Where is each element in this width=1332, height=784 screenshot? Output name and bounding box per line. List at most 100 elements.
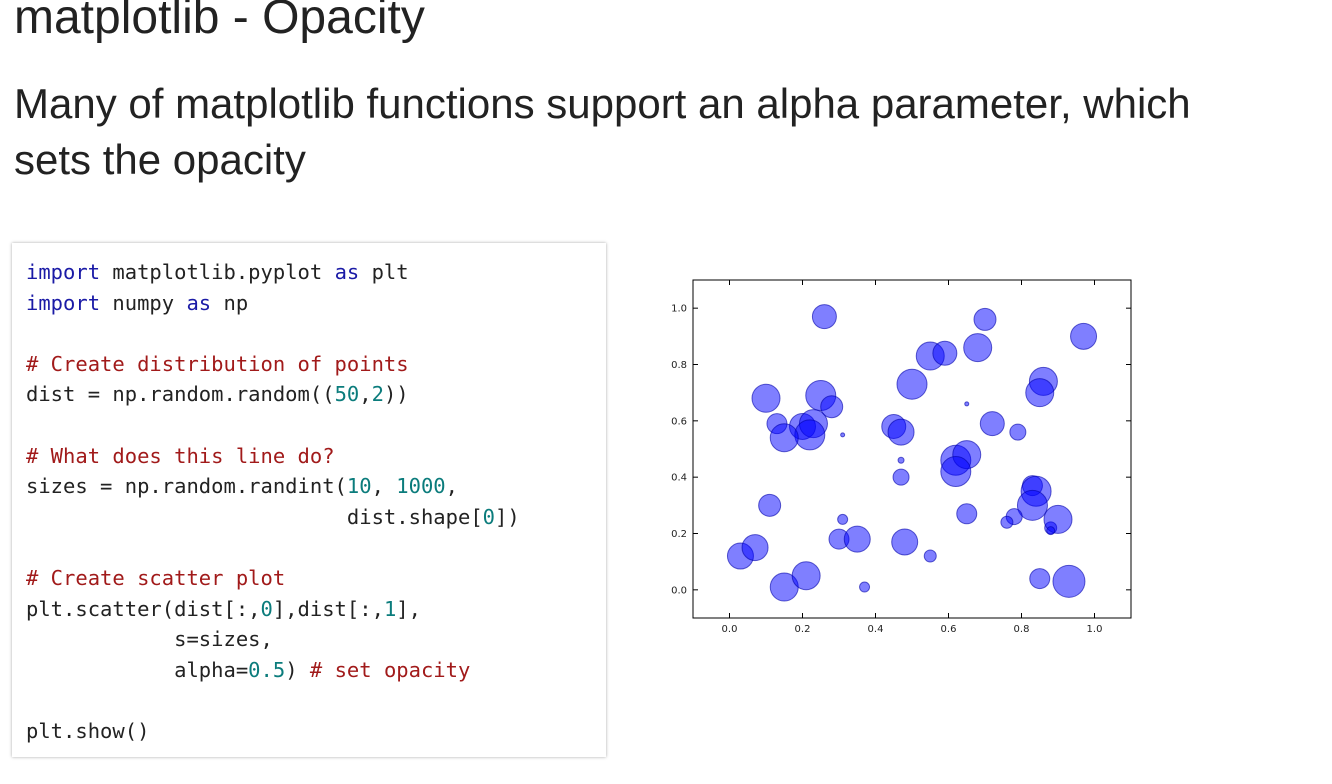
code-line: alpha=0.5) # set opacity bbox=[26, 655, 606, 686]
scatter-point bbox=[1046, 526, 1056, 536]
code-number: 2 bbox=[371, 382, 384, 407]
scatter-chart: 0.0 0.2 0.4 0.6 0.8 1.0 0.0 0.2 0.4 0.6 0.8 1.0 bbox=[671, 279, 1132, 635]
scatter-point bbox=[892, 468, 910, 486]
code-line: s=sizes, bbox=[26, 624, 606, 655]
code-line: plt.scatter(dist[:,0],dist[:,1], bbox=[26, 594, 606, 625]
scatter-point bbox=[896, 368, 928, 400]
code-text: , bbox=[371, 474, 397, 499]
slide-subtitle: Many of matplotlib functions support an … bbox=[14, 80, 1191, 183]
code-text: , bbox=[445, 474, 458, 499]
scatter-point bbox=[794, 419, 826, 451]
scatter-point bbox=[956, 503, 978, 525]
code-number: 1000 bbox=[396, 474, 446, 499]
scatter-point bbox=[973, 307, 997, 331]
y-tick-label: 1.0 bbox=[671, 304, 687, 315]
y-tick-label: 0.2 bbox=[671, 529, 687, 540]
code-line: dist = np.random.random((50,2)) bbox=[26, 379, 606, 410]
scatter-point bbox=[840, 432, 846, 438]
code-text: dist = np.random.random(( bbox=[26, 382, 335, 407]
code-text: ]) bbox=[495, 504, 520, 529]
scatter-point bbox=[887, 418, 915, 446]
plot-frame bbox=[692, 279, 1132, 619]
scatter-point bbox=[820, 395, 844, 419]
x-tick-label: 0.6 bbox=[941, 624, 957, 635]
code-comment: # Create scatter plot bbox=[26, 565, 286, 590]
scatter-point bbox=[940, 456, 972, 488]
code-keyword: as bbox=[334, 260, 360, 284]
code-line bbox=[26, 532, 606, 563]
scatter-point bbox=[1052, 564, 1086, 598]
scatter-point bbox=[1025, 378, 1055, 408]
code-line: # What does this line do? bbox=[26, 441, 606, 472]
scatter-point bbox=[1009, 423, 1027, 441]
code-text: , bbox=[359, 382, 372, 407]
code-comment: # set opacity bbox=[309, 657, 471, 682]
code-comment: # Create distribution of points bbox=[26, 351, 409, 376]
code-line bbox=[26, 685, 606, 716]
scatter-point bbox=[897, 456, 905, 464]
code-number: 50 bbox=[334, 382, 360, 407]
code-line: # Create scatter plot bbox=[26, 563, 606, 594]
scatter-point bbox=[843, 525, 871, 553]
code-text: alpha= bbox=[26, 657, 249, 682]
scatter-point bbox=[741, 534, 769, 562]
code-line bbox=[26, 318, 606, 349]
scatter-point bbox=[932, 340, 958, 366]
code-line: import matplotlib.pyplot as plt bbox=[26, 257, 606, 288]
scatter-point bbox=[1029, 568, 1051, 590]
scatter-point bbox=[979, 411, 1005, 437]
code-comment: # What does this line do? bbox=[26, 443, 335, 468]
scatter-point bbox=[923, 549, 937, 563]
code-line: import numpy as np bbox=[26, 288, 606, 319]
x-tick-label: 0.0 bbox=[722, 624, 738, 635]
scatter-point bbox=[859, 581, 871, 593]
code-number: 0 bbox=[482, 504, 495, 529]
x-tick-label: 0.8 bbox=[1014, 624, 1030, 635]
code-keyword: import bbox=[26, 290, 101, 315]
code-line: dist.shape[0]) bbox=[26, 502, 606, 533]
scatter-point bbox=[891, 528, 919, 556]
code-keyword: import bbox=[26, 260, 101, 284]
scatter-point bbox=[1070, 322, 1098, 350]
scatter-point bbox=[1000, 515, 1014, 529]
code-text: sizes = np.random.randint( bbox=[26, 474, 347, 499]
y-tick-label: 0.4 bbox=[671, 473, 687, 484]
code-line: sizes = np.random.randint(10, 1000, bbox=[26, 471, 606, 502]
code-block: import matplotlib.pyplot as plt import nu… bbox=[12, 243, 606, 757]
code-line: # Create distribution of points bbox=[26, 349, 606, 380]
scatter-point bbox=[837, 513, 849, 525]
scatter-point bbox=[758, 493, 782, 517]
y-tick-label: 0.6 bbox=[671, 416, 687, 427]
code-text: plt.scatter(dist[:, bbox=[26, 596, 261, 621]
x-tick-label: 0.4 bbox=[868, 624, 884, 635]
scatter-point bbox=[963, 333, 993, 363]
code-text: dist.shape[ bbox=[26, 504, 483, 529]
scatter-point bbox=[751, 383, 781, 413]
code-text: ], bbox=[396, 596, 421, 621]
code-line bbox=[26, 410, 606, 441]
scatter-point bbox=[964, 401, 970, 407]
code-text: )) bbox=[383, 382, 409, 407]
scatter-point bbox=[769, 423, 799, 453]
code-number: 10 bbox=[346, 474, 372, 499]
x-tick-label: 1.0 bbox=[1087, 624, 1103, 635]
code-number: 0 bbox=[260, 596, 273, 621]
code-line: plt.show() bbox=[26, 716, 606, 747]
code-keyword: as bbox=[186, 290, 212, 315]
slide-title: matplotlib - Opacity bbox=[14, 0, 425, 44]
code-text: numpy bbox=[100, 290, 187, 315]
scatter-point bbox=[1016, 489, 1048, 521]
scatter-point bbox=[811, 304, 837, 330]
y-tick-label: 0.0 bbox=[671, 585, 687, 596]
code-text: plt.show() bbox=[26, 718, 150, 743]
code-text: ) bbox=[285, 657, 310, 682]
scatter-point bbox=[791, 561, 821, 591]
code-text: s=sizes, bbox=[26, 627, 273, 652]
code-text: plt bbox=[359, 260, 409, 284]
code-text: ],dist[:, bbox=[272, 596, 384, 621]
code-text: matplotlib.pyplot bbox=[100, 260, 335, 284]
x-tick-label: 0.2 bbox=[795, 624, 811, 635]
code-number: 0.5 bbox=[248, 657, 286, 682]
code-text: np bbox=[211, 290, 249, 315]
code-number: 1 bbox=[383, 596, 397, 621]
